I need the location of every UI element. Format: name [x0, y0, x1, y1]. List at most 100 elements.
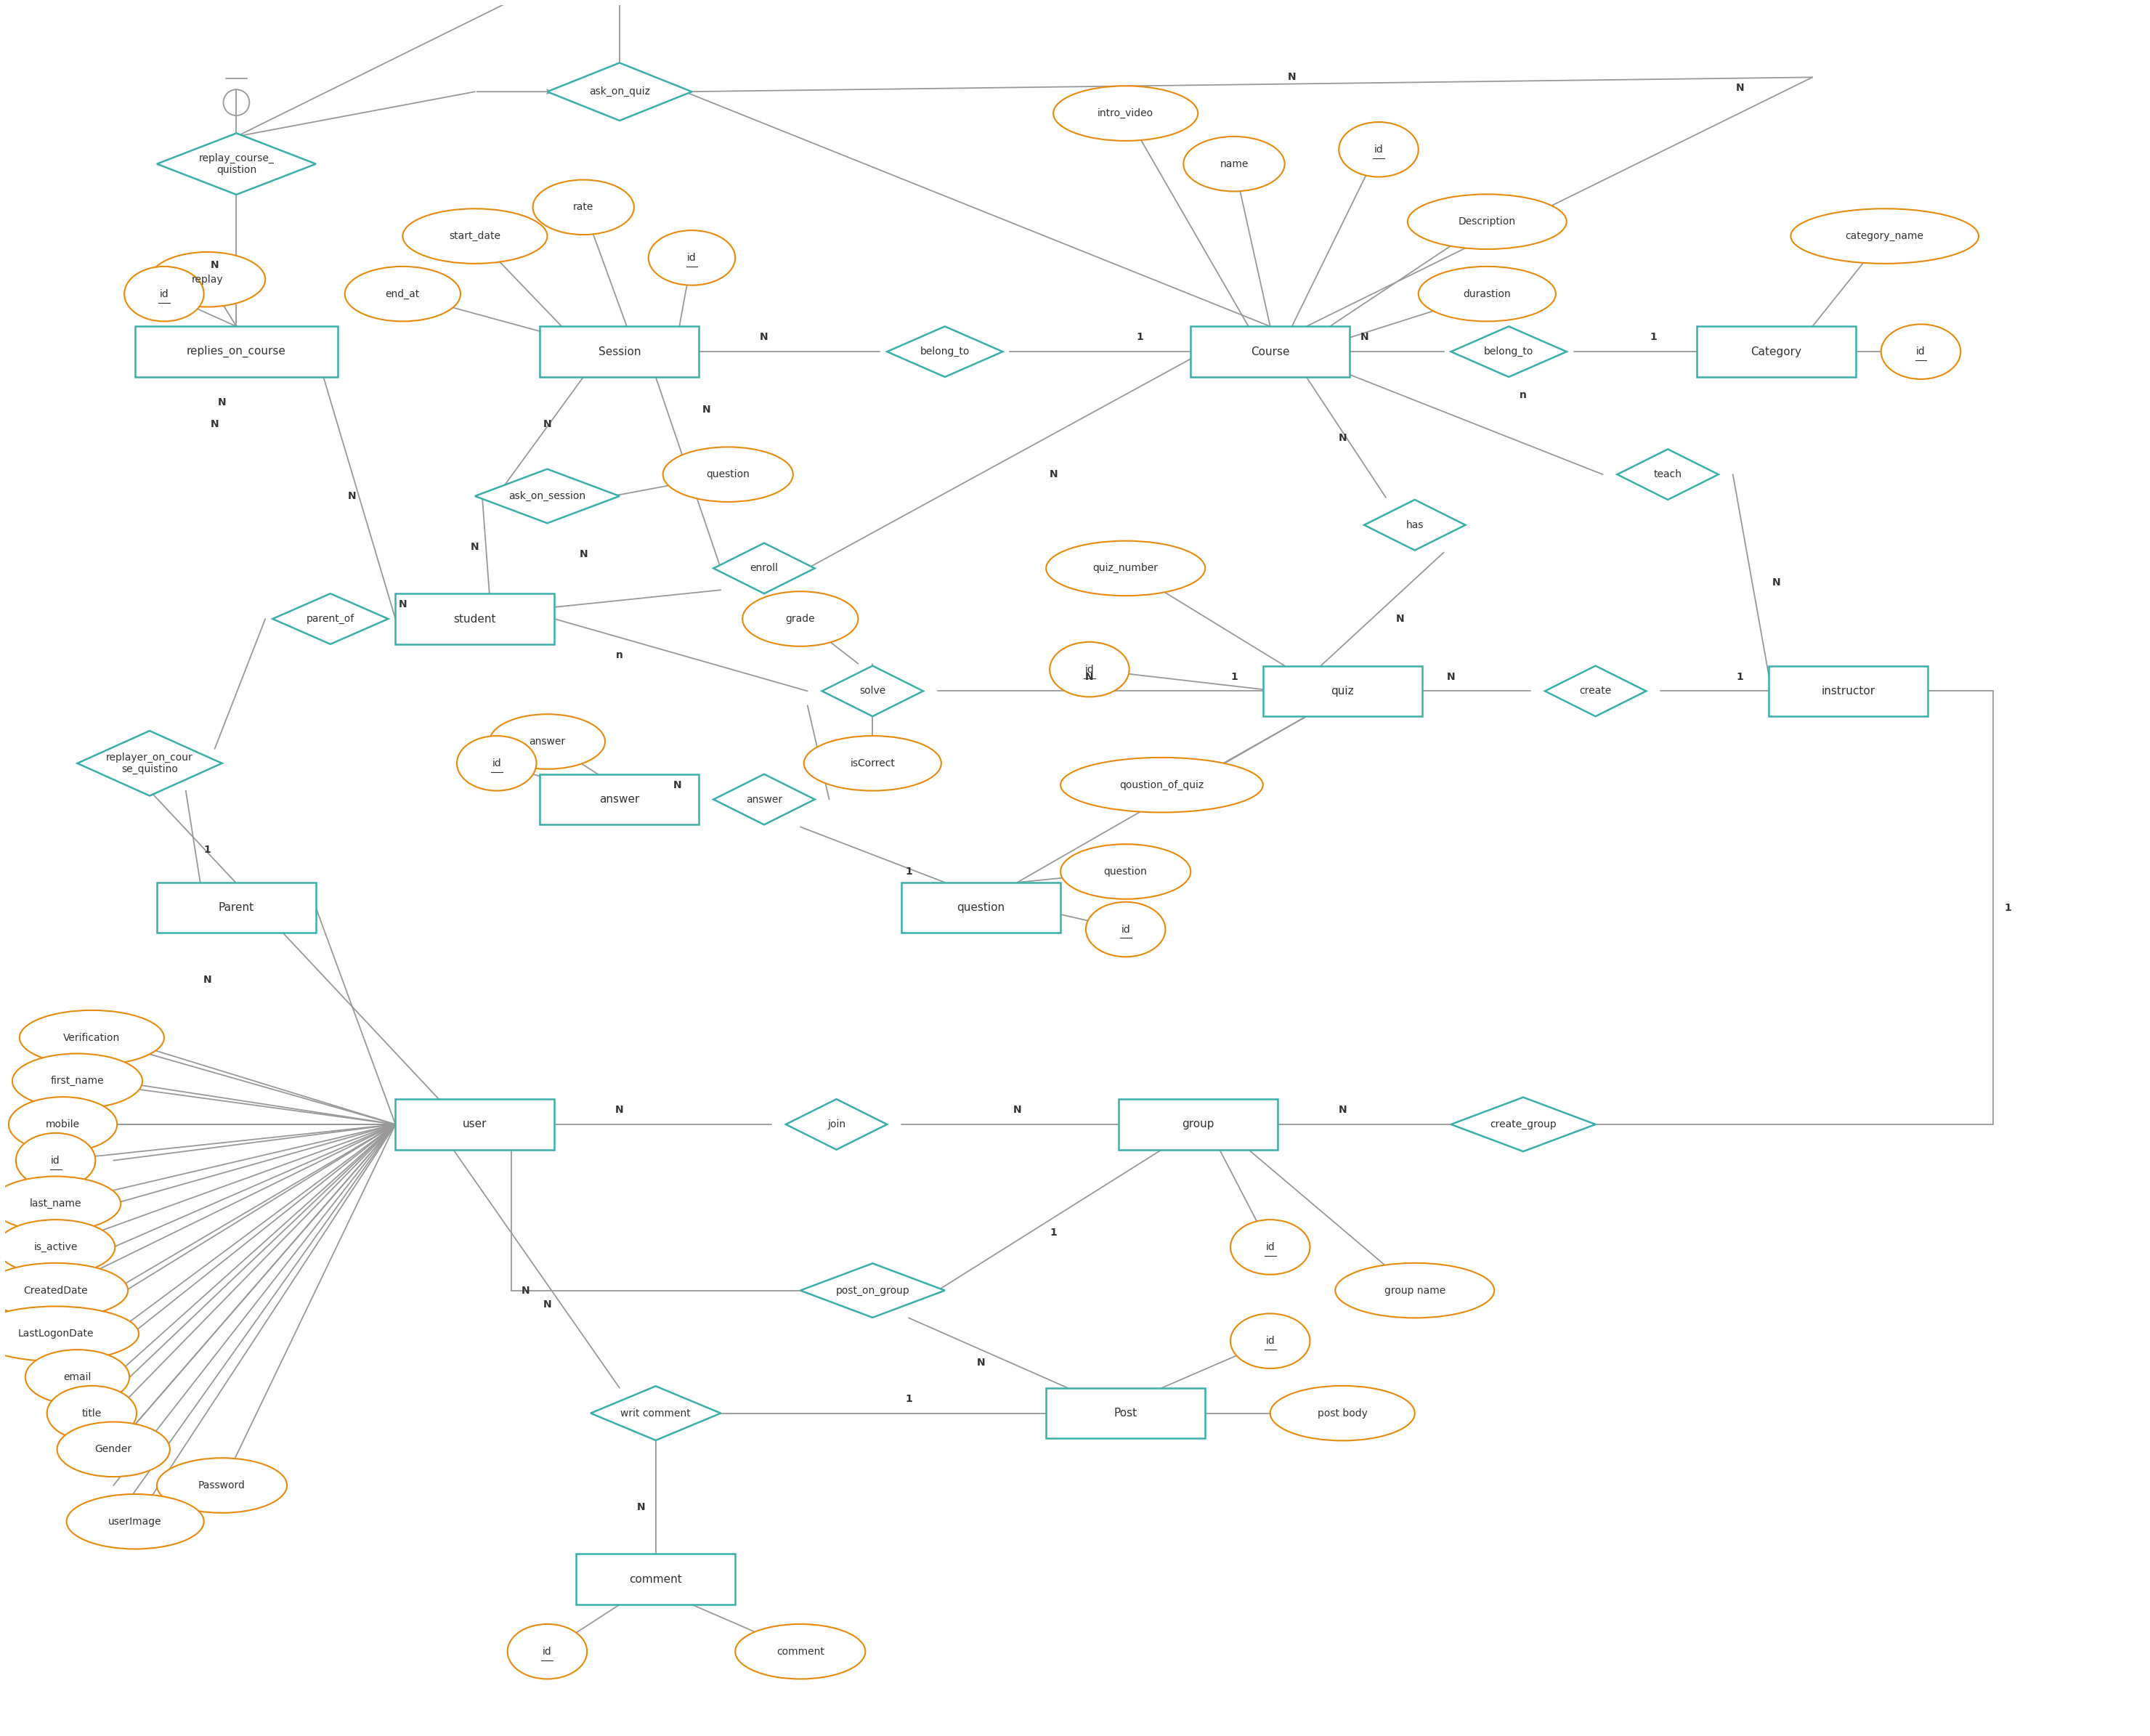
Text: writ comment: writ comment: [621, 1408, 690, 1418]
Polygon shape: [821, 667, 922, 717]
Text: CreatedDate: CreatedDate: [24, 1285, 88, 1295]
Ellipse shape: [1419, 266, 1557, 321]
Text: id: id: [1374, 144, 1382, 155]
Ellipse shape: [1881, 325, 1961, 378]
Ellipse shape: [1791, 208, 1978, 264]
Ellipse shape: [19, 1010, 163, 1066]
FancyBboxPatch shape: [1769, 667, 1929, 717]
Ellipse shape: [1230, 1314, 1309, 1368]
FancyBboxPatch shape: [1262, 667, 1421, 717]
Text: group: group: [1182, 1120, 1215, 1130]
Ellipse shape: [742, 592, 858, 646]
Text: N: N: [1013, 1104, 1021, 1115]
Text: mobile: mobile: [45, 1120, 80, 1130]
FancyBboxPatch shape: [540, 326, 699, 377]
Text: instructor: instructor: [1821, 686, 1875, 696]
Text: end_at: end_at: [385, 288, 419, 299]
Text: id: id: [52, 1156, 60, 1165]
Text: Session: Session: [598, 345, 641, 358]
Text: N: N: [471, 542, 479, 552]
FancyBboxPatch shape: [1191, 326, 1350, 377]
Text: id: id: [1086, 665, 1094, 675]
Text: comment: comment: [776, 1646, 823, 1656]
Polygon shape: [548, 62, 692, 120]
Text: last_name: last_name: [30, 1198, 82, 1208]
Text: post body: post body: [1318, 1408, 1367, 1418]
Text: question: question: [1103, 866, 1148, 877]
Ellipse shape: [649, 231, 735, 285]
FancyBboxPatch shape: [901, 882, 1060, 932]
Text: N: N: [204, 976, 211, 984]
Polygon shape: [800, 1264, 944, 1318]
Text: ask_on_session: ask_on_session: [510, 491, 585, 502]
Ellipse shape: [0, 1305, 140, 1361]
Text: grade: grade: [785, 615, 815, 623]
Text: N: N: [1735, 83, 1744, 94]
FancyBboxPatch shape: [396, 1099, 555, 1149]
Text: N: N: [211, 418, 219, 429]
Text: N: N: [976, 1358, 985, 1368]
Text: N: N: [520, 1285, 529, 1295]
Text: rate: rate: [574, 201, 593, 212]
Text: id: id: [688, 253, 697, 262]
Text: comment: comment: [630, 1575, 682, 1585]
Ellipse shape: [1060, 844, 1191, 899]
Text: Post: Post: [1114, 1408, 1137, 1418]
Ellipse shape: [804, 736, 942, 790]
Text: intro_video: intro_video: [1099, 108, 1155, 118]
Text: 1: 1: [1137, 332, 1144, 342]
Ellipse shape: [1060, 757, 1262, 812]
Polygon shape: [475, 469, 619, 523]
Text: Gender: Gender: [95, 1444, 131, 1455]
Polygon shape: [1365, 500, 1466, 550]
Ellipse shape: [15, 1134, 95, 1187]
Ellipse shape: [1053, 85, 1198, 141]
Text: solve: solve: [860, 686, 886, 696]
Text: id: id: [159, 288, 168, 299]
Text: is_active: is_active: [34, 1241, 77, 1252]
Text: id: id: [1916, 347, 1926, 358]
Text: N: N: [1337, 434, 1346, 443]
Ellipse shape: [507, 1625, 587, 1679]
Text: 1: 1: [905, 866, 912, 877]
Text: 1: 1: [1649, 332, 1658, 342]
Ellipse shape: [1230, 1220, 1309, 1274]
Text: id: id: [492, 759, 501, 769]
Ellipse shape: [67, 1495, 204, 1549]
Text: N: N: [636, 1502, 645, 1512]
Text: answer: answer: [600, 793, 641, 806]
FancyBboxPatch shape: [540, 774, 699, 825]
Ellipse shape: [344, 266, 460, 321]
Text: 1: 1: [1049, 1227, 1058, 1238]
Ellipse shape: [662, 446, 793, 502]
Polygon shape: [273, 594, 389, 644]
Text: Parent: Parent: [219, 903, 254, 913]
Text: question: question: [705, 469, 750, 479]
Ellipse shape: [1049, 642, 1129, 696]
Text: quiz: quiz: [1331, 686, 1354, 696]
Text: N: N: [544, 418, 550, 429]
Text: quiz_number: quiz_number: [1092, 562, 1159, 573]
Text: Password: Password: [198, 1481, 245, 1491]
Ellipse shape: [533, 181, 634, 234]
Text: N: N: [217, 398, 226, 408]
Text: durastion: durastion: [1464, 288, 1511, 299]
Text: email: email: [62, 1371, 90, 1382]
Text: student: student: [454, 613, 497, 625]
Polygon shape: [591, 1385, 720, 1441]
Ellipse shape: [1086, 903, 1165, 957]
Text: replay: replay: [191, 274, 224, 285]
Ellipse shape: [490, 713, 604, 769]
Polygon shape: [1617, 450, 1718, 500]
Text: isCorrect: isCorrect: [849, 759, 894, 769]
Text: replies_on_course: replies_on_course: [187, 345, 286, 358]
Text: teach: teach: [1653, 469, 1681, 479]
Text: 1: 1: [1230, 672, 1238, 682]
Text: ask_on_quiz: ask_on_quiz: [589, 87, 649, 97]
Text: has: has: [1406, 519, 1423, 529]
Ellipse shape: [458, 736, 535, 790]
Text: first_name: first_name: [52, 1076, 103, 1087]
Text: start_date: start_date: [449, 231, 501, 241]
Polygon shape: [785, 1099, 888, 1149]
Text: id: id: [1266, 1241, 1275, 1252]
